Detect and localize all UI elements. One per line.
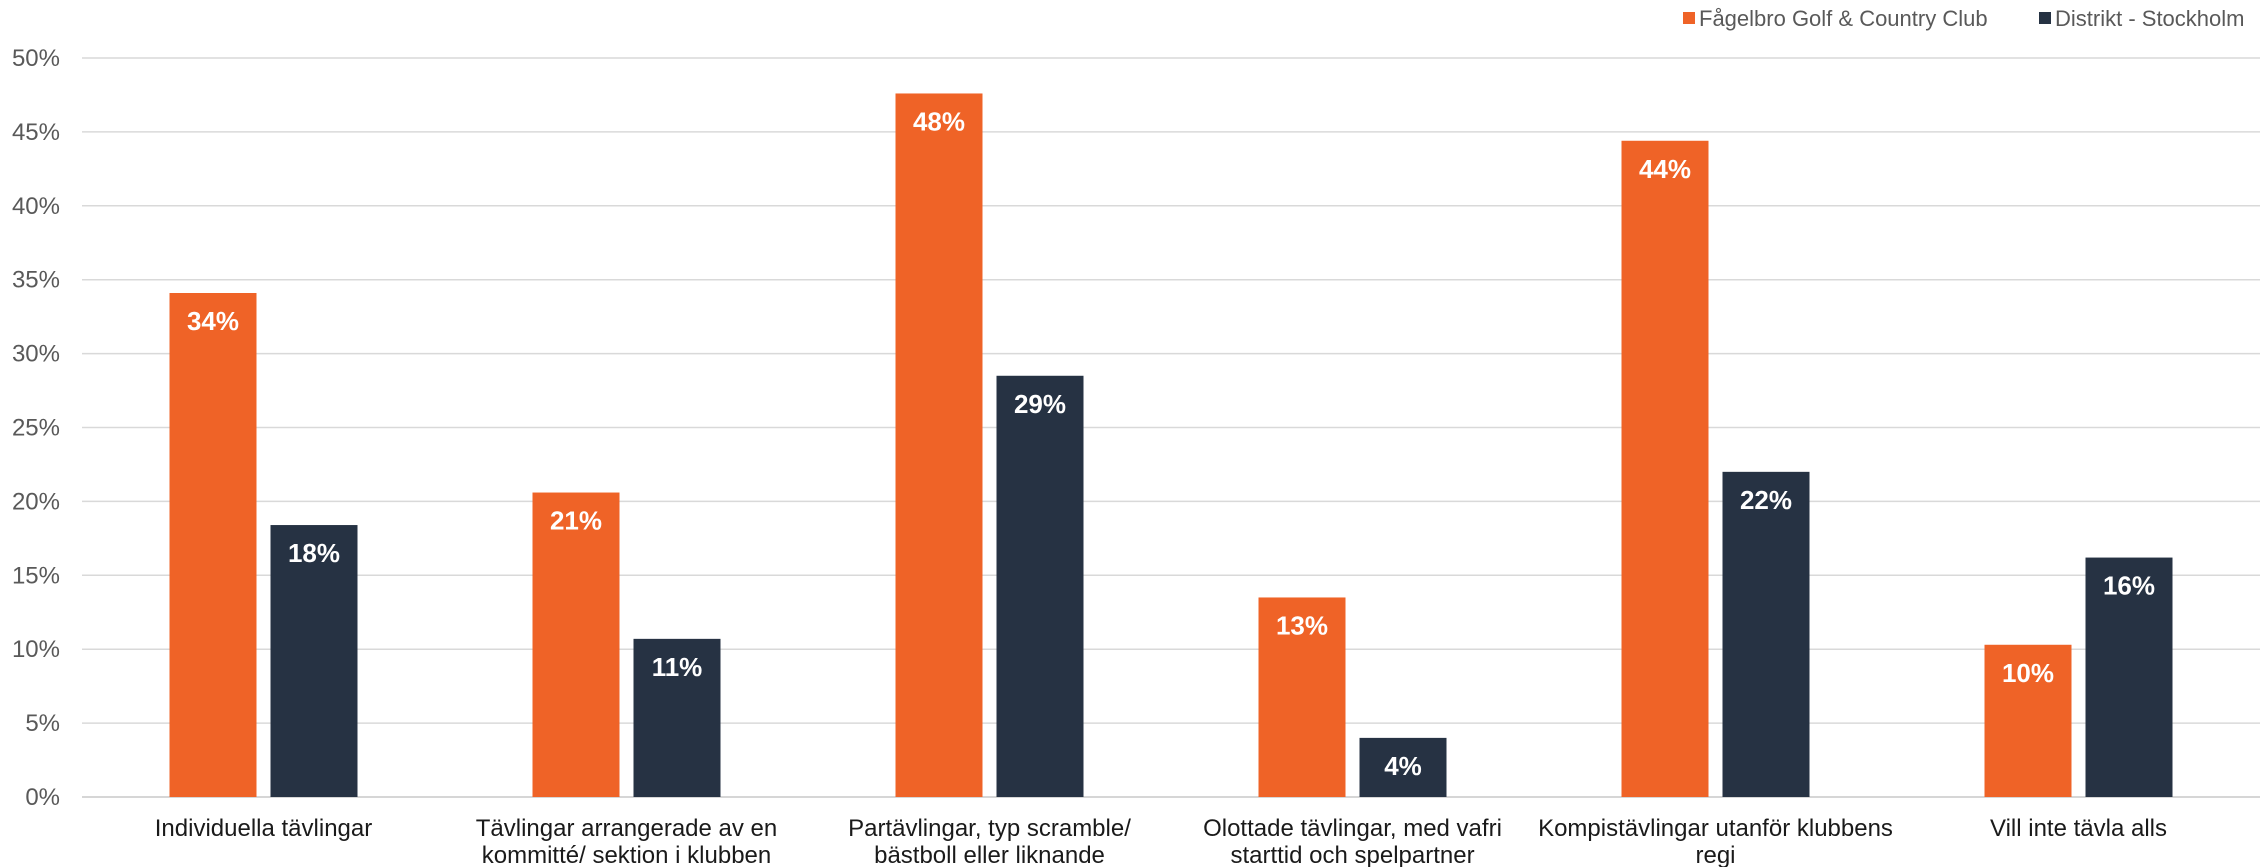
y-tick-label: 25% [12, 415, 60, 442]
legend: Fågelbro Golf & Country Club Distrikt - S… [1683, 6, 2244, 31]
category-label: Tävlingar arrangerade av en [476, 815, 778, 842]
y-tick-label: 45% [12, 119, 60, 146]
data-label: 16% [2103, 571, 2155, 601]
data-label: 11% [652, 652, 703, 682]
legend-label: Fågelbro Golf & Country Club [1699, 6, 1988, 31]
y-tick-label: 10% [12, 636, 60, 663]
gridlines [82, 57, 2260, 798]
data-label: 29% [1014, 389, 1066, 419]
category-label: Vill inte tävla alls [1990, 815, 2167, 842]
data-label: 22% [1740, 485, 1792, 515]
category-label: bästboll eller liknande [874, 842, 1105, 867]
y-tick-label: 5% [25, 710, 60, 737]
bar [169, 293, 257, 797]
bar [1359, 737, 1447, 797]
y-tick-label: 15% [12, 562, 60, 589]
x-axis-categories: Individuella tävlingar Tävlingar arranger… [155, 815, 2167, 867]
data-label: 34% [187, 306, 239, 336]
bar [633, 638, 721, 797]
legend-swatch [1683, 12, 1695, 24]
category-label: Kompistävlingar utanför klubbens [1538, 815, 1893, 842]
data-labels: 34% 18% 21% 11% 48% 29% 13% 4% 44% 22% 10% 16% [187, 106, 2155, 780]
category-label: Partävlingar, typ scramble/ [848, 815, 1131, 842]
y-tick-label: 50% [12, 45, 60, 72]
data-label: 10% [2002, 658, 2054, 688]
category-label: starttid och spelpartner [1230, 842, 1474, 867]
data-label: 4% [1384, 751, 1422, 781]
bar [270, 525, 358, 797]
bar [895, 93, 983, 798]
data-label: 48% [913, 106, 965, 136]
category-label: regi [1695, 842, 1735, 867]
bars [169, 93, 2173, 798]
legend-label: Distrikt - Stockholm [2055, 6, 2244, 31]
bar [1258, 597, 1346, 797]
data-label: 21% [550, 506, 602, 536]
data-label: 13% [1276, 610, 1328, 640]
legend-swatch [2039, 12, 2051, 24]
data-label: 44% [1639, 154, 1691, 184]
category-label: Olottade tävlingar, med vafri [1203, 815, 1502, 842]
bar [2085, 557, 2173, 797]
bar [1722, 471, 1810, 797]
bar [532, 492, 620, 797]
category-label: Individuella tävlingar [155, 815, 372, 842]
y-axis-ticks: 0% 5% 10% 15% 20% 25% 30% 35% 40% 45% 50% [12, 45, 60, 811]
y-tick-label: 0% [25, 784, 60, 811]
y-tick-label: 30% [12, 341, 60, 368]
data-label: 18% [288, 538, 340, 568]
bar [996, 375, 1084, 797]
y-tick-label: 40% [12, 193, 60, 220]
y-tick-label: 35% [12, 267, 60, 294]
y-tick-label: 20% [12, 488, 60, 515]
category-label: kommitté/ sektion i klubben [482, 842, 771, 867]
bar [1984, 644, 2072, 797]
bar [1621, 140, 1709, 797]
